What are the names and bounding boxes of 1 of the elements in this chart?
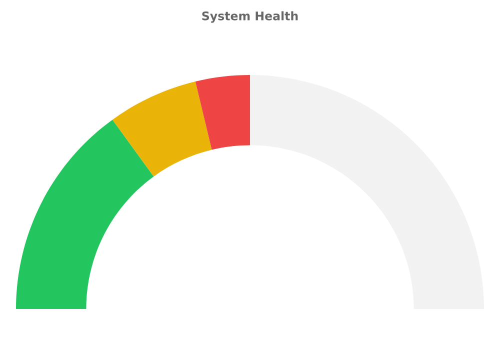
chart-title: System Health xyxy=(202,11,298,23)
